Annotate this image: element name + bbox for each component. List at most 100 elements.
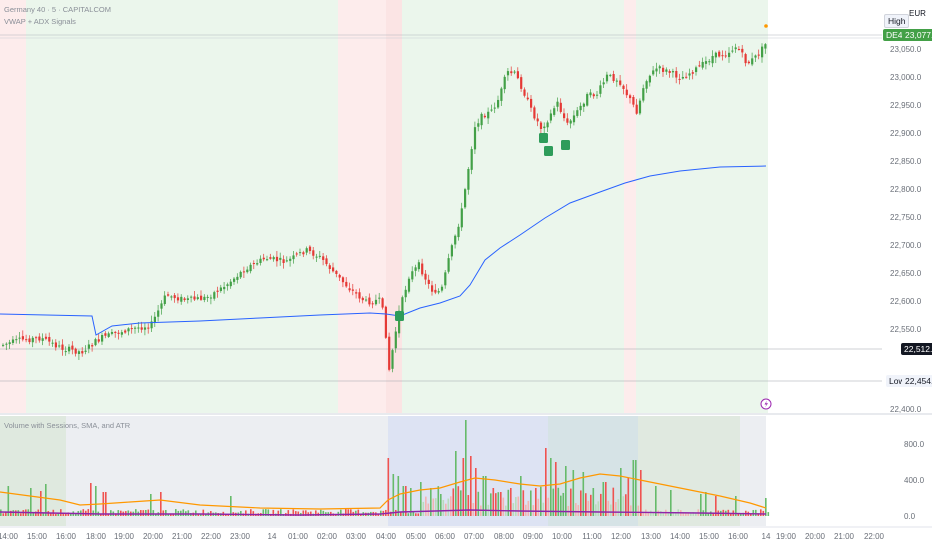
candle-body (493, 107, 496, 109)
volume-bar (197, 513, 200, 516)
candle-body (351, 289, 354, 291)
session-band (740, 416, 766, 526)
candle-body (470, 149, 473, 170)
volume-bar (517, 496, 520, 516)
time-tick-label: 15:00 (27, 532, 48, 541)
candle-body (94, 339, 97, 346)
volume-bar (397, 476, 400, 516)
event-lightning-icon[interactable] (760, 398, 772, 410)
volume-bar (630, 505, 632, 516)
bull-band (26, 0, 338, 413)
volume-bar (765, 498, 767, 516)
candle-body (107, 333, 110, 337)
volume-bar (572, 470, 575, 516)
candle-body (632, 96, 635, 105)
candle-body (635, 104, 638, 114)
volume-bar (485, 476, 487, 516)
volume-bar (347, 509, 350, 516)
time-axis[interactable]: 14:00 15:00 16:00 18:00 19:00 20:00 21:00 22:00… (0, 532, 885, 541)
volume-bar (715, 496, 717, 516)
candle-body (645, 81, 648, 89)
volume-bar (240, 510, 242, 516)
vwap-line (0, 165, 767, 336)
volume-bar (500, 492, 502, 516)
price-tick-label: 22,850.0 (890, 157, 922, 166)
candle-body (503, 76, 506, 90)
time-tick-label: 09:00 (523, 532, 544, 541)
candle-body (444, 272, 447, 286)
candle-body (724, 55, 727, 57)
candle-body (266, 259, 269, 261)
candle-body (437, 291, 440, 293)
time-tick-label: 02:00 (317, 532, 338, 541)
volume-bar (682, 513, 685, 516)
time-tick-label: 08:00 (494, 532, 515, 541)
volume-bar (535, 488, 537, 516)
candle-body (110, 332, 114, 334)
volume-bar (165, 510, 167, 516)
candle-body (124, 330, 127, 333)
volume-bar (752, 510, 755, 516)
volume-bar (685, 513, 687, 516)
buy-signal-marker (544, 146, 553, 156)
price-axis[interactable]: 23,050.0 23,000.0 22,950.0 22,900.0 22,850.0… (890, 45, 922, 414)
price-tick-label: 23,000.0 (890, 73, 922, 82)
candle-body (559, 102, 562, 112)
candle-body (431, 285, 434, 292)
candle-body (523, 89, 526, 96)
volume-bar (662, 513, 665, 516)
volume-bar (695, 513, 697, 516)
symbol-legend[interactable]: Germany 40 · 5 · CAPITALCOM (4, 5, 111, 14)
candle-body (335, 270, 338, 275)
volume-bar (520, 476, 522, 516)
candle-body (629, 95, 632, 99)
volume-bar (432, 498, 435, 516)
candle-body (457, 226, 460, 238)
candle-body (91, 345, 94, 347)
volume-bar (155, 513, 157, 516)
candle-body (526, 97, 529, 100)
currency-label[interactable]: EUR (909, 9, 926, 18)
volume-bar (755, 509, 757, 516)
volume-bar (607, 500, 610, 516)
volume-bar (760, 509, 762, 516)
candle-body (569, 120, 572, 124)
candle-body (533, 107, 536, 119)
time-tick-label: 14:00 (0, 532, 19, 541)
volume-bar (87, 509, 90, 516)
candle-body (473, 127, 477, 150)
candle-body (84, 350, 87, 352)
candle-body (549, 113, 552, 121)
candle-body (407, 278, 411, 292)
candle-body (592, 94, 595, 97)
volume-axis[interactable]: 800.0 400.0 0.0 (904, 440, 925, 521)
candle-body (388, 336, 391, 370)
candle-body (625, 89, 628, 96)
candle-body (348, 288, 351, 291)
volume-bar (2, 513, 5, 516)
volume-bar (407, 513, 410, 516)
indicator-legend[interactable]: VWAP + ADX Signals (4, 17, 76, 26)
time-tick-label: 06:00 (435, 532, 456, 541)
volume-bar (392, 474, 395, 516)
volume-bar (355, 510, 357, 516)
volume-bar (667, 513, 670, 516)
time-tick-label: 14:00 (670, 532, 691, 541)
bear-band (386, 0, 402, 413)
candle-body (572, 115, 576, 123)
price-tick-label: 22,950.0 (890, 101, 922, 110)
volume-bar (482, 476, 485, 516)
volume-bar (175, 509, 177, 516)
volume-bar (187, 510, 190, 516)
volume-bar (592, 488, 595, 516)
time-tick-label: 15:00 (699, 532, 720, 541)
volume-bar (172, 513, 175, 516)
volume-bar (452, 488, 455, 516)
volume-bar (10, 510, 12, 516)
candle-body (315, 256, 318, 258)
volume-indicator-legend[interactable]: Volume with Sessions, SMA, and ATR (4, 421, 131, 430)
candle-body (596, 94, 599, 96)
volume-bar (600, 493, 602, 516)
volume-bar (0, 509, 2, 516)
